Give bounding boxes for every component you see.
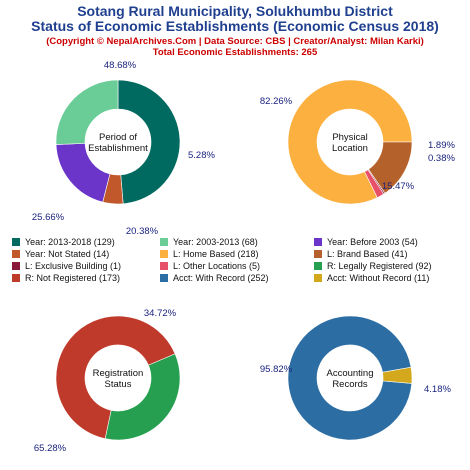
pct-label-l-other-locations: 1.89%: [428, 140, 455, 151]
center-label: Registration: [93, 368, 144, 379]
legend-item-year-not-stated: Year: Not Stated (14): [12, 249, 109, 259]
legend-label: Year: Before 2003 (54): [327, 237, 418, 247]
legend-item-year-2013-2018: Year: 2013-2018 (129): [12, 237, 115, 247]
pct-label-year-before-2003: 20.38%: [126, 226, 159, 237]
legend-item-l-brand-based: L: Brand Based (41): [314, 249, 408, 259]
legend-label: L: Exclusive Building (1): [25, 261, 122, 271]
legend-item-acct-without-record: Acct: Without Record (11): [314, 273, 429, 283]
slice-year-2003-2013: [55, 79, 119, 145]
slice-r-not-registered: [55, 315, 176, 440]
legend-swatch: [314, 238, 322, 246]
legend-item-l-home-based: L: Home Based (218): [160, 249, 259, 259]
legend-item-r-legally-registered: R: Legally Registered (92): [314, 261, 432, 271]
center-label: Physical: [332, 132, 367, 143]
center-label: Accounting: [326, 368, 373, 379]
legend-swatch: [12, 250, 20, 258]
legend-swatch: [314, 262, 322, 270]
center-label: Records: [332, 379, 368, 390]
legend-label: R: Not Registered (173): [25, 273, 121, 283]
legend-label: L: Brand Based (41): [327, 249, 408, 259]
slice-year-2013-2018: [117, 79, 181, 205]
slice-l-brand-based: [368, 141, 413, 194]
legend-swatch: [160, 250, 168, 258]
pct-label-l-brand-based: 15.47%: [382, 181, 415, 192]
center-label: Location: [332, 143, 368, 154]
pct-label-year-2003-2013: 25.66%: [32, 212, 65, 223]
legend-swatch: [314, 250, 322, 258]
legend-label: Year: Not Stated (14): [25, 249, 110, 259]
legend-item-r-not-registered: R: Not Registered (173): [12, 273, 120, 283]
legend-swatch: [12, 274, 20, 282]
legend-label: Acct: With Record (252): [173, 273, 269, 283]
copyright-note: (Copyright © NepalArchives.Com | Data So…: [46, 36, 424, 47]
legend-label: L: Other Locations (5): [173, 261, 261, 271]
legend-label: Acct: Without Record (11): [327, 273, 430, 283]
legend-swatch: [12, 238, 20, 246]
pct-label-l-home-based: 82.26%: [260, 96, 293, 107]
legend-item-acct-with-record: Acct: With Record (252): [160, 273, 269, 283]
legend-item-l-other-locations: L: Other Locations (5): [160, 261, 260, 271]
pct-label-year-2013-2018: 48.68%: [104, 60, 137, 71]
slice-l-other-locations: [364, 169, 385, 199]
legend-label: Year: 2003-2013 (68): [173, 237, 258, 247]
center-label: Establishment: [88, 143, 148, 154]
pct-label-year-not-stated: 5.28%: [188, 150, 215, 161]
center-label: Status: [105, 379, 132, 390]
total-establishments: Total Economic Establishments: 265: [152, 47, 318, 58]
center-label: Period of: [99, 132, 137, 143]
legend-swatch: [160, 262, 168, 270]
legend-label: R: Legally Registered (92): [327, 261, 432, 271]
legend-item-year-2003-2013: Year: 2003-2013 (68): [160, 237, 258, 247]
pct-label-acct-with-record: 95.82%: [260, 364, 293, 375]
chart-title-line-2: Status of Economic Establishments (Econo…: [31, 18, 439, 34]
slice-r-legally-registered: [104, 353, 181, 441]
pct-label-r-legally-registered: 34.72%: [144, 308, 177, 319]
slice-acct-without-record: [382, 366, 413, 384]
pct-label-r-not-registered: 65.28%: [34, 443, 67, 454]
pct-label-acct-without-record: 4.18%: [424, 384, 451, 395]
chart-title-line-1: Sotang Rural Municipality, Solukhumbu Di…: [77, 3, 393, 19]
legend-swatch: [160, 274, 168, 282]
legend-swatch: [12, 262, 20, 270]
legend-swatch: [314, 274, 322, 282]
legend-item-l-exclusive-building: L: Exclusive Building (1): [12, 261, 121, 271]
pct-label-l-exclusive-building: 0.38%: [428, 153, 455, 164]
slice-acct-with-record: [287, 315, 413, 441]
legend-item-year-before-2003: Year: Before 2003 (54): [314, 237, 418, 247]
legend-swatch: [160, 238, 168, 246]
legend-label: L: Home Based (218): [173, 249, 259, 259]
slice-l-home-based: [287, 79, 413, 205]
legend-label: Year: 2013-2018 (129): [25, 237, 115, 247]
